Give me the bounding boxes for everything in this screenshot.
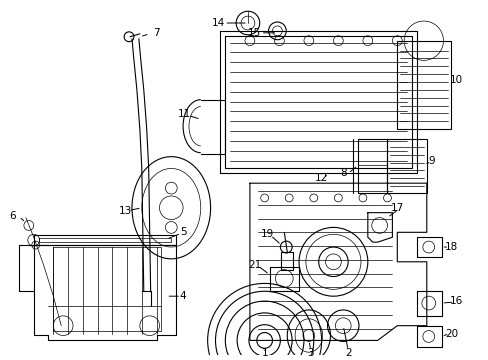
Text: 12: 12 <box>314 173 327 183</box>
Text: 8: 8 <box>339 168 346 178</box>
Text: 16: 16 <box>449 296 462 306</box>
Text: 19: 19 <box>261 229 274 239</box>
Text: 15: 15 <box>248 28 261 38</box>
Bar <box>281 252 292 270</box>
Text: 13: 13 <box>118 206 131 216</box>
Text: 10: 10 <box>449 75 462 85</box>
Text: 9: 9 <box>427 156 434 166</box>
Text: 11: 11 <box>177 109 190 120</box>
Text: 6: 6 <box>9 211 16 221</box>
Text: 3: 3 <box>307 348 313 358</box>
Text: 17: 17 <box>390 203 403 213</box>
Bar <box>386 139 426 193</box>
Text: 5: 5 <box>180 227 186 237</box>
Text: 21: 21 <box>248 260 261 270</box>
Text: 2: 2 <box>344 348 351 358</box>
Bar <box>396 41 450 129</box>
Text: 4: 4 <box>180 291 186 301</box>
Text: 14: 14 <box>211 18 224 28</box>
Text: 7: 7 <box>153 28 160 38</box>
Text: 1: 1 <box>261 348 267 358</box>
Text: 20: 20 <box>444 329 457 338</box>
Text: 18: 18 <box>444 242 457 252</box>
